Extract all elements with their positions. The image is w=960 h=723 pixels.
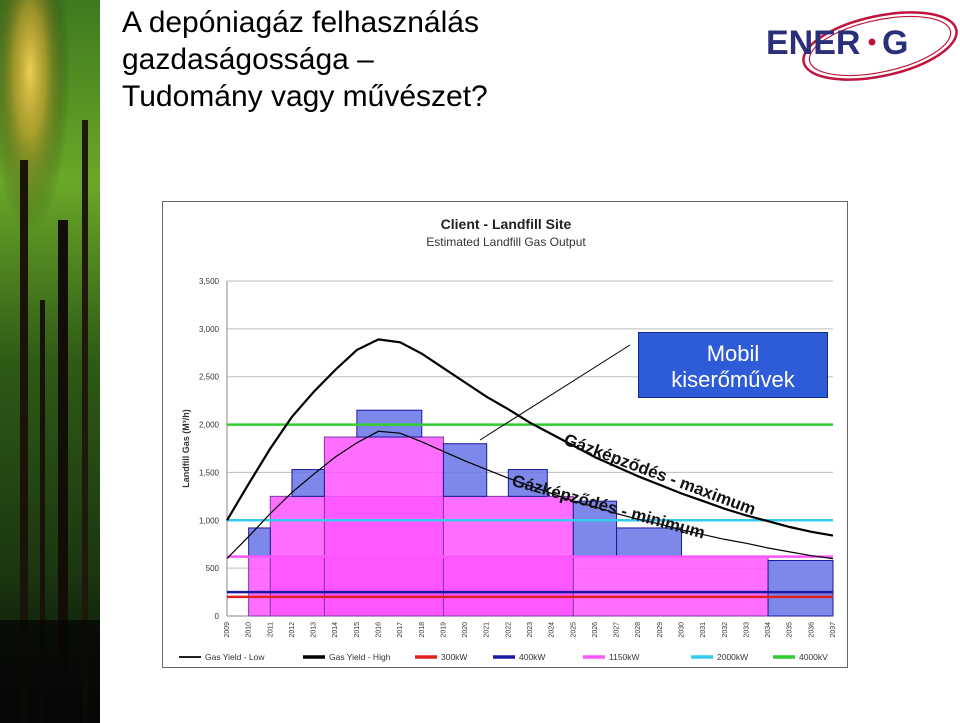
ener-g-logo: ENER G	[766, 11, 958, 81]
legend-label: 300kW	[441, 652, 467, 662]
svg-text:G: G	[882, 24, 908, 62]
slide-title-line-3: Tudomány vagy művészet?	[122, 80, 488, 113]
x-tick-label: 2012	[289, 622, 296, 638]
y-tick-label: 1,000	[199, 516, 220, 525]
x-tick-label: 2032	[722, 622, 729, 638]
legend-label: Gas Yield - High	[329, 652, 391, 662]
x-tick-label: 2029	[657, 622, 664, 638]
x-tick-label: 2027	[614, 622, 621, 638]
x-tick-label: 2014	[332, 622, 339, 638]
y-tick-label: 2,000	[199, 421, 220, 430]
y-tick-label: 0	[215, 612, 220, 621]
legend-label: 1150kW	[609, 652, 640, 662]
x-tick-label: 2031	[700, 622, 707, 638]
y-tick-label: 2,500	[199, 373, 220, 382]
capacity-step-block	[442, 443, 488, 497]
slide-title-line-1: A depóniagáz felhasználás	[122, 6, 479, 39]
x-tick-label: 2021	[484, 622, 491, 638]
forest-background-image	[0, 0, 100, 723]
y-tick-label: 3,500	[199, 277, 220, 286]
x-tick-label: 2016	[376, 622, 383, 638]
y-tick-label: 500	[206, 564, 220, 573]
y-tick-label: 1,500	[199, 468, 220, 477]
svg-text:ENER: ENER	[766, 24, 860, 62]
legend-label: 400kW	[519, 652, 545, 662]
x-tick-label: 2013	[311, 622, 318, 638]
x-tick-label: 2023	[527, 622, 534, 638]
x-tick-label: 2022	[505, 622, 512, 638]
chart-subtitle: Estimated Landfill Gas Output	[426, 235, 586, 249]
slide-title-line-2: gazdaságossága –	[122, 43, 374, 76]
x-tick-label: 2024	[549, 622, 556, 638]
slide-title: A depóniagáz felhasználás gazdaságossága…	[122, 4, 682, 115]
capacity-step-block	[767, 559, 834, 617]
capacity-block-1150kw	[323, 436, 444, 617]
x-tick-label: 2015	[354, 622, 361, 638]
y-axis-label: Landfill Gas (M³/h)	[181, 409, 191, 488]
x-tick-label: 2011	[267, 622, 274, 637]
x-tick-label: 2025	[570, 622, 577, 638]
x-tick-label: 2034	[765, 622, 772, 638]
x-tick-label: 2030	[679, 622, 686, 638]
y-tick-label: 3,000	[199, 325, 220, 334]
x-tick-label: 2033	[743, 622, 750, 638]
capacity-step-block	[616, 527, 683, 558]
x-tick-label: 2035	[787, 622, 794, 638]
x-tick-label: 2017	[397, 622, 404, 638]
x-tick-label: 2019	[440, 622, 447, 638]
x-tick-label: 2009	[224, 622, 231, 638]
landfill-gas-chart: Client - Landfill Site Estimated Landfill…	[179, 216, 837, 662]
chart-panel: Client - Landfill Site Estimated Landfill…	[162, 201, 848, 668]
x-tick-label: 2028	[635, 622, 642, 638]
capacity-step-block	[291, 469, 325, 497]
gas-yield-low-line	[226, 430, 834, 560]
x-tick-label: 2018	[419, 622, 426, 638]
x-tick-label: 2036	[808, 622, 815, 638]
callout-line-2: kiserőművek	[671, 367, 795, 392]
x-tick-label: 2026	[592, 622, 599, 638]
callout-line-1: Mobil	[706, 341, 760, 366]
mobile-plants-callout: Mobil kiserőművek	[638, 332, 828, 398]
chart-title: Client - Landfill Site	[441, 216, 572, 232]
x-tick-label: 2037	[830, 622, 837, 638]
x-tick-label: 2020	[462, 622, 469, 638]
capacity-step-block	[507, 469, 548, 497]
legend-label: 4000kV	[799, 652, 828, 662]
x-tick-label: 2010	[246, 622, 253, 638]
legend-label: Gas Yield - Low	[205, 652, 265, 662]
legend-label: 2000kW	[717, 652, 748, 662]
